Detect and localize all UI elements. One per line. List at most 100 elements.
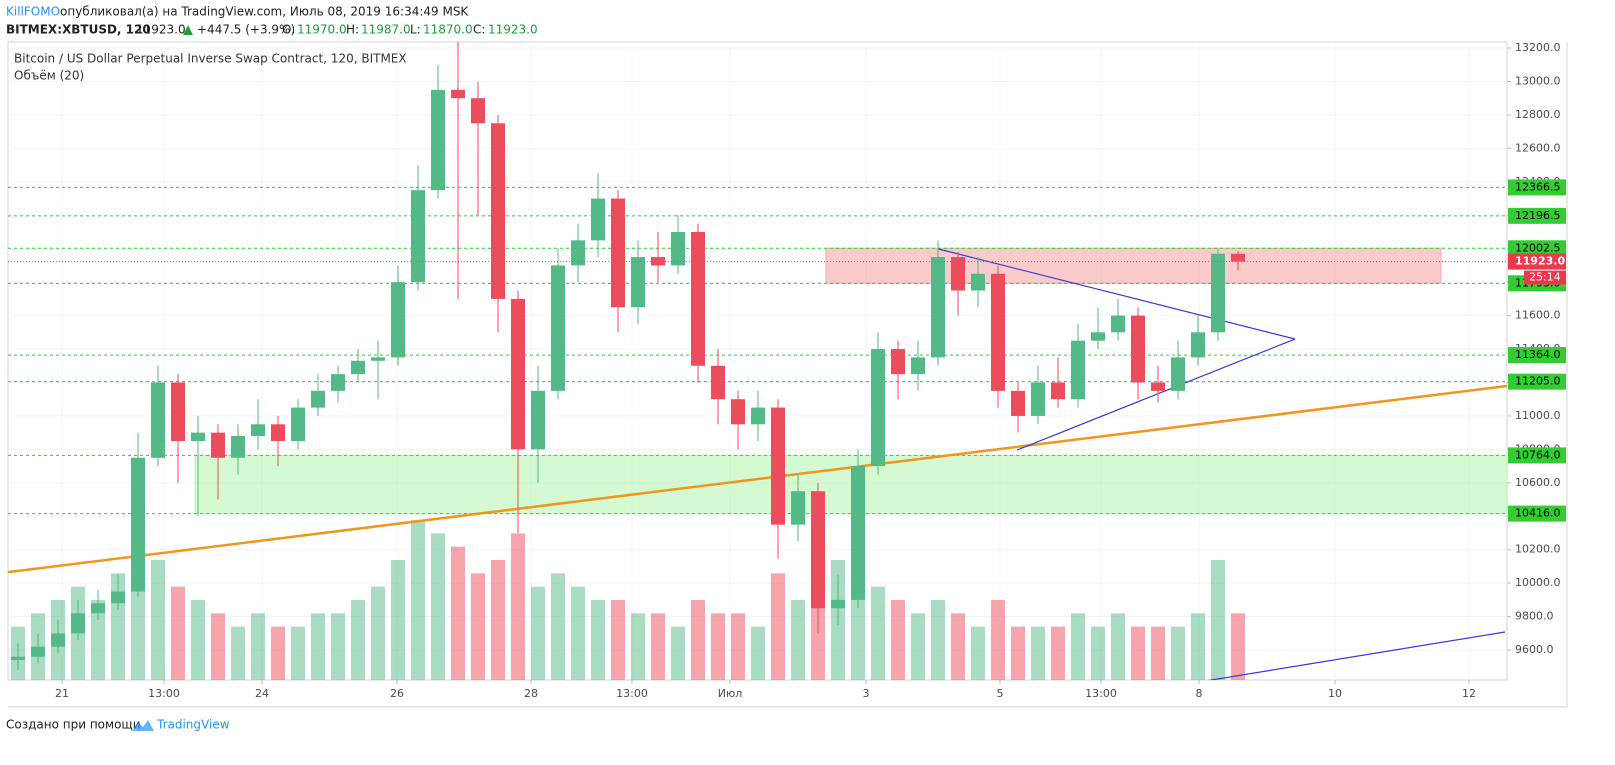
y-tick-label: 13000.0 <box>1515 74 1561 87</box>
candle-body <box>491 123 505 299</box>
candle-body <box>511 298 525 450</box>
volume-bar <box>1191 613 1205 680</box>
x-tick-label: 24 <box>255 687 269 700</box>
publisher[interactable]: KillFOMO <box>6 5 60 19</box>
volume-bar <box>571 586 585 680</box>
candle-body <box>891 349 905 375</box>
y-tick-label: 9800.0 <box>1515 610 1554 623</box>
candle-body <box>451 89 465 99</box>
volume-bar <box>871 586 885 680</box>
chart-title: Bitcoin / US Dollar Perpetual Inverse Sw… <box>14 52 407 66</box>
candle-body <box>951 257 965 291</box>
y-tick-label: 13200.0 <box>1515 41 1561 54</box>
volume-bar <box>891 600 905 680</box>
level-label: 12002.5 <box>1515 241 1561 254</box>
volume-bar <box>531 586 545 680</box>
x-tick-label: 13:00 <box>148 687 180 700</box>
y-tick-label: 10200.0 <box>1515 543 1561 556</box>
ohlc-value: 11870.0 <box>423 23 473 37</box>
volume-bar <box>1091 626 1105 680</box>
candle-body <box>631 257 645 308</box>
candle-body <box>1031 382 1045 416</box>
candle-body <box>871 349 885 467</box>
volume-bar <box>1211 560 1225 680</box>
volume-bar <box>511 533 525 680</box>
candle-body <box>591 198 605 241</box>
candle-body <box>751 407 765 425</box>
volume-bar <box>611 600 625 680</box>
x-tick-label: 12 <box>1462 687 1476 700</box>
level-label-box <box>1508 347 1566 364</box>
y-tick-label: 9600.0 <box>1515 643 1554 656</box>
candle-body <box>811 491 825 609</box>
ohlc-value: 11923.0 <box>488 23 538 37</box>
candle-body <box>991 273 1005 391</box>
candle-body <box>731 399 745 425</box>
level-label: 11205.0 <box>1515 375 1561 388</box>
candle-body <box>911 357 925 375</box>
x-tick-label: 3 <box>863 687 870 700</box>
volume-bar <box>1171 626 1185 680</box>
candle-body <box>311 390 325 408</box>
countdown: 25:14 <box>1529 271 1561 284</box>
candle-body <box>11 656 25 661</box>
candle-body <box>651 257 665 266</box>
level-label: 10416.0 <box>1515 507 1561 520</box>
candle-body <box>1051 382 1065 400</box>
candle-body <box>151 382 165 458</box>
candle-body <box>131 457 145 592</box>
volume-bar <box>1131 626 1145 680</box>
volume-bar <box>711 613 725 680</box>
footer-brand[interactable]: TradingView <box>156 718 230 732</box>
volume-bar <box>1031 626 1045 680</box>
candle-body <box>51 633 65 647</box>
ohlc-value: 11970.0 <box>297 23 347 37</box>
volume-bar <box>1231 613 1245 680</box>
candle-body <box>371 357 385 361</box>
volume-bar <box>671 626 685 680</box>
volume-bar <box>911 613 925 680</box>
level-label-box <box>1508 505 1566 522</box>
plot <box>8 42 1507 680</box>
volume-legend: Объём (20) <box>14 69 84 83</box>
candle-body <box>831 599 845 609</box>
candle-body <box>711 365 725 400</box>
volume-bar <box>351 600 365 680</box>
candle-body <box>791 491 805 525</box>
last-price-box <box>1508 253 1566 270</box>
volume-bar <box>371 586 385 680</box>
candle-body <box>1131 315 1145 383</box>
candle-body <box>931 257 945 358</box>
candle-body <box>851 466 865 600</box>
x-tick-label: 10 <box>1328 687 1342 700</box>
volume-bar <box>771 573 785 680</box>
level-label-box <box>1508 447 1566 464</box>
volume-bar <box>91 600 105 680</box>
footer-text: Создано при помощи <box>6 718 141 732</box>
volume-bar <box>731 613 745 680</box>
candle-body <box>351 360 365 375</box>
volume-bar <box>851 573 865 680</box>
volume-bar <box>211 613 225 680</box>
candle-body <box>91 603 105 614</box>
candle-body <box>251 424 265 437</box>
candle-body <box>1211 253 1225 333</box>
x-tick-label: 21 <box>55 687 69 700</box>
change: +447.5 (+3.9%) <box>197 23 295 37</box>
level-label: 10764.0 <box>1515 448 1561 461</box>
candle-body <box>1011 390 1025 416</box>
candle-body <box>1151 382 1165 391</box>
candle-body <box>671 231 685 266</box>
ohlc-label: H: <box>346 23 359 37</box>
volume-bar <box>971 626 985 680</box>
volume-bar <box>391 560 405 680</box>
volume-bar <box>331 613 345 680</box>
candle-body <box>691 231 705 366</box>
x-tick-label: 28 <box>524 687 538 700</box>
volume-bar <box>151 560 165 680</box>
ohlc-value: 11987.0 <box>361 23 411 37</box>
y-tick-label: 11000.0 <box>1515 409 1561 422</box>
up-arrow <box>183 25 193 35</box>
candle-body <box>1111 315 1125 333</box>
